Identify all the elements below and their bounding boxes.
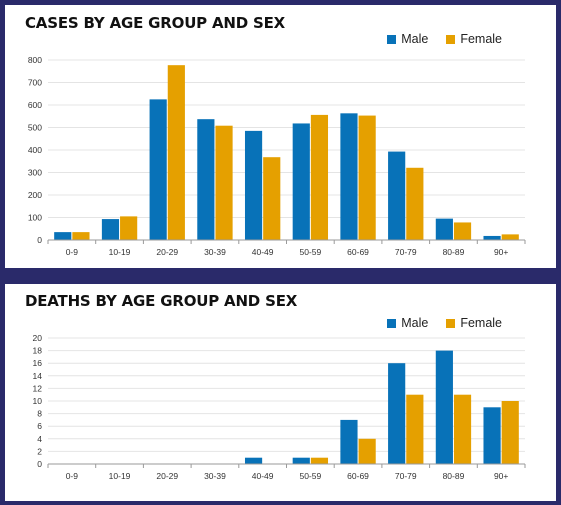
deaths-bar-male bbox=[292, 457, 310, 464]
cases-ytick-label: 600 bbox=[28, 100, 42, 110]
cases-xtick-label: 10-19 bbox=[109, 247, 131, 257]
cases-ytick-label: 500 bbox=[28, 123, 42, 133]
cases-ytick-label: 0 bbox=[37, 235, 42, 245]
cases-bar-female bbox=[501, 234, 519, 240]
cases-legend: Male Female bbox=[369, 32, 502, 46]
cases-bar-chart: 0 100 200 300 400 500 600 700 800 0-9 10-19 20-29 30… bbox=[28, 55, 526, 257]
deaths-bar-female bbox=[501, 401, 519, 464]
deaths-xtick-label: 50-59 bbox=[299, 471, 321, 481]
cases-bar-female bbox=[263, 157, 281, 240]
cases-ytick-label: 200 bbox=[28, 190, 42, 200]
deaths-xtick-label: 0-9 bbox=[66, 471, 79, 481]
cases-bar-female bbox=[310, 114, 329, 240]
deaths-xtick-label: 90+ bbox=[494, 471, 508, 481]
cases-ytick-label: 800 bbox=[28, 55, 42, 65]
cases-chart-title: CASES BY AGE GROUP AND SEX bbox=[25, 14, 286, 32]
deaths-xtick-label: 20-29 bbox=[156, 471, 178, 481]
cases-bar-female bbox=[453, 222, 472, 240]
deaths-legend: Male Female bbox=[369, 316, 502, 330]
cases-bar-male bbox=[388, 151, 406, 240]
cases-bar-male bbox=[340, 113, 358, 240]
cases-ytick-label: 100 bbox=[28, 213, 42, 223]
cases-xtick-label: 20-29 bbox=[156, 247, 178, 257]
deaths-ytick-label: 0 bbox=[37, 459, 42, 469]
cases-xtick-label: 50-59 bbox=[299, 247, 321, 257]
deaths-xtick-label: 30-39 bbox=[204, 471, 226, 481]
cases-xtick-label: 70-79 bbox=[395, 247, 417, 257]
deaths-bar-chart: 0 2 4 6 8 10 12 14 16 18 20 0-9 10-19 20-29 30-39 40-49… bbox=[33, 333, 526, 481]
cases-bar-male bbox=[54, 232, 72, 240]
deaths-ytick-label: 6 bbox=[37, 421, 42, 431]
deaths-bar-male bbox=[340, 419, 358, 464]
deaths-xtick-label: 40-49 bbox=[252, 471, 274, 481]
cases-bar-female bbox=[406, 167, 424, 240]
cases-chart-panel: CASES BY AGE GROUP AND SEX Male Female 0… bbox=[5, 5, 556, 268]
cases-xtick-label: 0-9 bbox=[66, 247, 79, 257]
cases-bar-male bbox=[244, 130, 263, 240]
deaths-ytick-label: 10 bbox=[33, 396, 43, 406]
cases-legend-male-label: Male bbox=[401, 32, 429, 46]
cases-bar-female bbox=[215, 125, 233, 240]
deaths-legend-male-swatch bbox=[387, 318, 397, 328]
deaths-xtick-label: 60-69 bbox=[347, 471, 369, 481]
cases-legend-male: Male bbox=[387, 32, 428, 46]
deaths-bar-male bbox=[388, 363, 406, 464]
deaths-ytick-label: 8 bbox=[37, 409, 42, 419]
cases-xtick-label: 90+ bbox=[494, 247, 508, 257]
deaths-chart-panel: DEATHS BY AGE GROUP AND SEX Male Female … bbox=[5, 284, 556, 501]
cases-bar-male bbox=[101, 219, 120, 240]
deaths-legend-female: Female bbox=[446, 316, 502, 330]
cases-bar-male bbox=[197, 119, 215, 240]
deaths-bar-male bbox=[483, 407, 501, 464]
cases-bar-female bbox=[358, 115, 376, 240]
cases-xtick-label: 40-49 bbox=[252, 247, 274, 257]
cases-bar-female bbox=[120, 216, 138, 240]
cases-legend-female-label: Female bbox=[460, 32, 502, 46]
deaths-ytick-label: 2 bbox=[37, 446, 42, 456]
deaths-bar-female bbox=[310, 457, 329, 464]
deaths-legend-female-swatch bbox=[446, 318, 456, 328]
cases-legend-female: Female bbox=[446, 32, 502, 46]
deaths-chart-title: DEATHS BY AGE GROUP AND SEX bbox=[25, 292, 298, 310]
deaths-legend-male: Male bbox=[387, 316, 428, 330]
cases-xtick-label: 30-39 bbox=[204, 247, 226, 257]
cases-bar-male bbox=[149, 99, 167, 240]
deaths-bar-male bbox=[244, 457, 263, 464]
cases-bar-male bbox=[292, 123, 310, 240]
cases-ytick-label: 400 bbox=[28, 145, 42, 155]
cases-bar-male bbox=[483, 235, 501, 240]
deaths-ytick-label: 12 bbox=[33, 383, 43, 393]
cases-bar-male bbox=[435, 218, 453, 240]
cases-xtick-label: 60-69 bbox=[347, 247, 369, 257]
deaths-xtick-label: 10-19 bbox=[109, 471, 131, 481]
deaths-ytick-label: 16 bbox=[33, 358, 43, 368]
deaths-legend-female-label: Female bbox=[460, 316, 502, 330]
deaths-xtick-label: 70-79 bbox=[395, 471, 417, 481]
deaths-bar-female bbox=[406, 394, 424, 464]
cases-bar-female bbox=[167, 65, 185, 240]
cases-xtick-label: 80-89 bbox=[443, 247, 465, 257]
cases-legend-male-swatch bbox=[387, 34, 397, 44]
deaths-bar-male bbox=[435, 350, 453, 464]
deaths-ytick-label: 18 bbox=[33, 346, 43, 356]
cases-legend-female-swatch bbox=[446, 34, 456, 44]
deaths-ytick-label: 4 bbox=[37, 434, 42, 444]
deaths-ytick-label: 14 bbox=[33, 371, 43, 381]
cases-ytick-label: 700 bbox=[28, 78, 42, 88]
deaths-ytick-label: 20 bbox=[33, 333, 43, 343]
deaths-bar-female bbox=[453, 394, 472, 464]
cases-ytick-label: 300 bbox=[28, 168, 42, 178]
deaths-bar-female bbox=[358, 438, 376, 464]
deaths-legend-male-label: Male bbox=[401, 316, 429, 330]
cases-bar-female bbox=[72, 232, 90, 240]
deaths-xtick-label: 80-89 bbox=[443, 471, 465, 481]
